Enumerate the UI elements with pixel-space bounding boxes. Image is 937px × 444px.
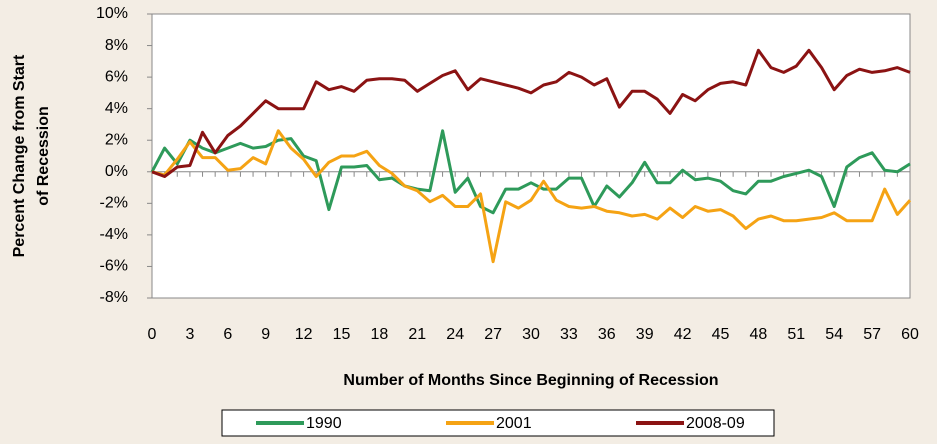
x-tick-label: 54	[825, 326, 843, 343]
x-tick-label: 21	[408, 326, 426, 343]
x-tick-label: 15	[333, 326, 351, 343]
y-axis-title: Percent Change from Start	[11, 54, 28, 257]
series-line	[151, 129, 912, 264]
y-tick-label: 2%	[105, 131, 128, 148]
y-tick-label: 8%	[105, 37, 128, 54]
y-tick-label: -4%	[100, 226, 128, 243]
y-tick-label: 6%	[105, 68, 128, 85]
x-tick-label: 36	[598, 326, 616, 343]
x-tick-label: 42	[674, 326, 692, 343]
x-tick-label: 48	[750, 326, 768, 343]
plot-area	[151, 13, 911, 299]
y-tick-label: -8%	[100, 289, 128, 306]
x-tick-label: 51	[787, 326, 805, 343]
series-line	[150, 129, 911, 215]
x-tick-label: 27	[484, 326, 502, 343]
x-tick-label: 60	[901, 326, 919, 343]
y-axis-title: of Recession	[35, 106, 52, 206]
legend-label: 2008-09	[686, 415, 745, 432]
y-tick-label: 0%	[105, 163, 128, 180]
y-tick-label: 10%	[96, 5, 128, 22]
x-tick-label: 57	[863, 326, 881, 343]
x-tick-label: 33	[560, 326, 578, 343]
y-tick-label: -6%	[100, 258, 128, 275]
x-tick-label: 0	[148, 326, 157, 343]
x-tick-label: 39	[636, 326, 654, 343]
x-tick-label: 6	[223, 326, 232, 343]
legend-label: 1990	[306, 415, 342, 432]
x-axis-title: Number of Months Since Beginning of Rece…	[343, 372, 718, 389]
x-tick-label: 3	[185, 326, 194, 343]
x-tick-label: 45	[712, 326, 730, 343]
x-tick-label: 24	[446, 326, 464, 343]
legend-label: 2001	[496, 415, 532, 432]
series-line	[151, 48, 911, 178]
x-tick-label: 9	[261, 326, 270, 343]
x-tick-label: 18	[371, 326, 389, 343]
x-tick-label: 12	[295, 326, 313, 343]
x-tick-label: 30	[522, 326, 540, 343]
y-tick-label: 4%	[105, 100, 128, 117]
y-tick-label: -2%	[100, 195, 128, 212]
